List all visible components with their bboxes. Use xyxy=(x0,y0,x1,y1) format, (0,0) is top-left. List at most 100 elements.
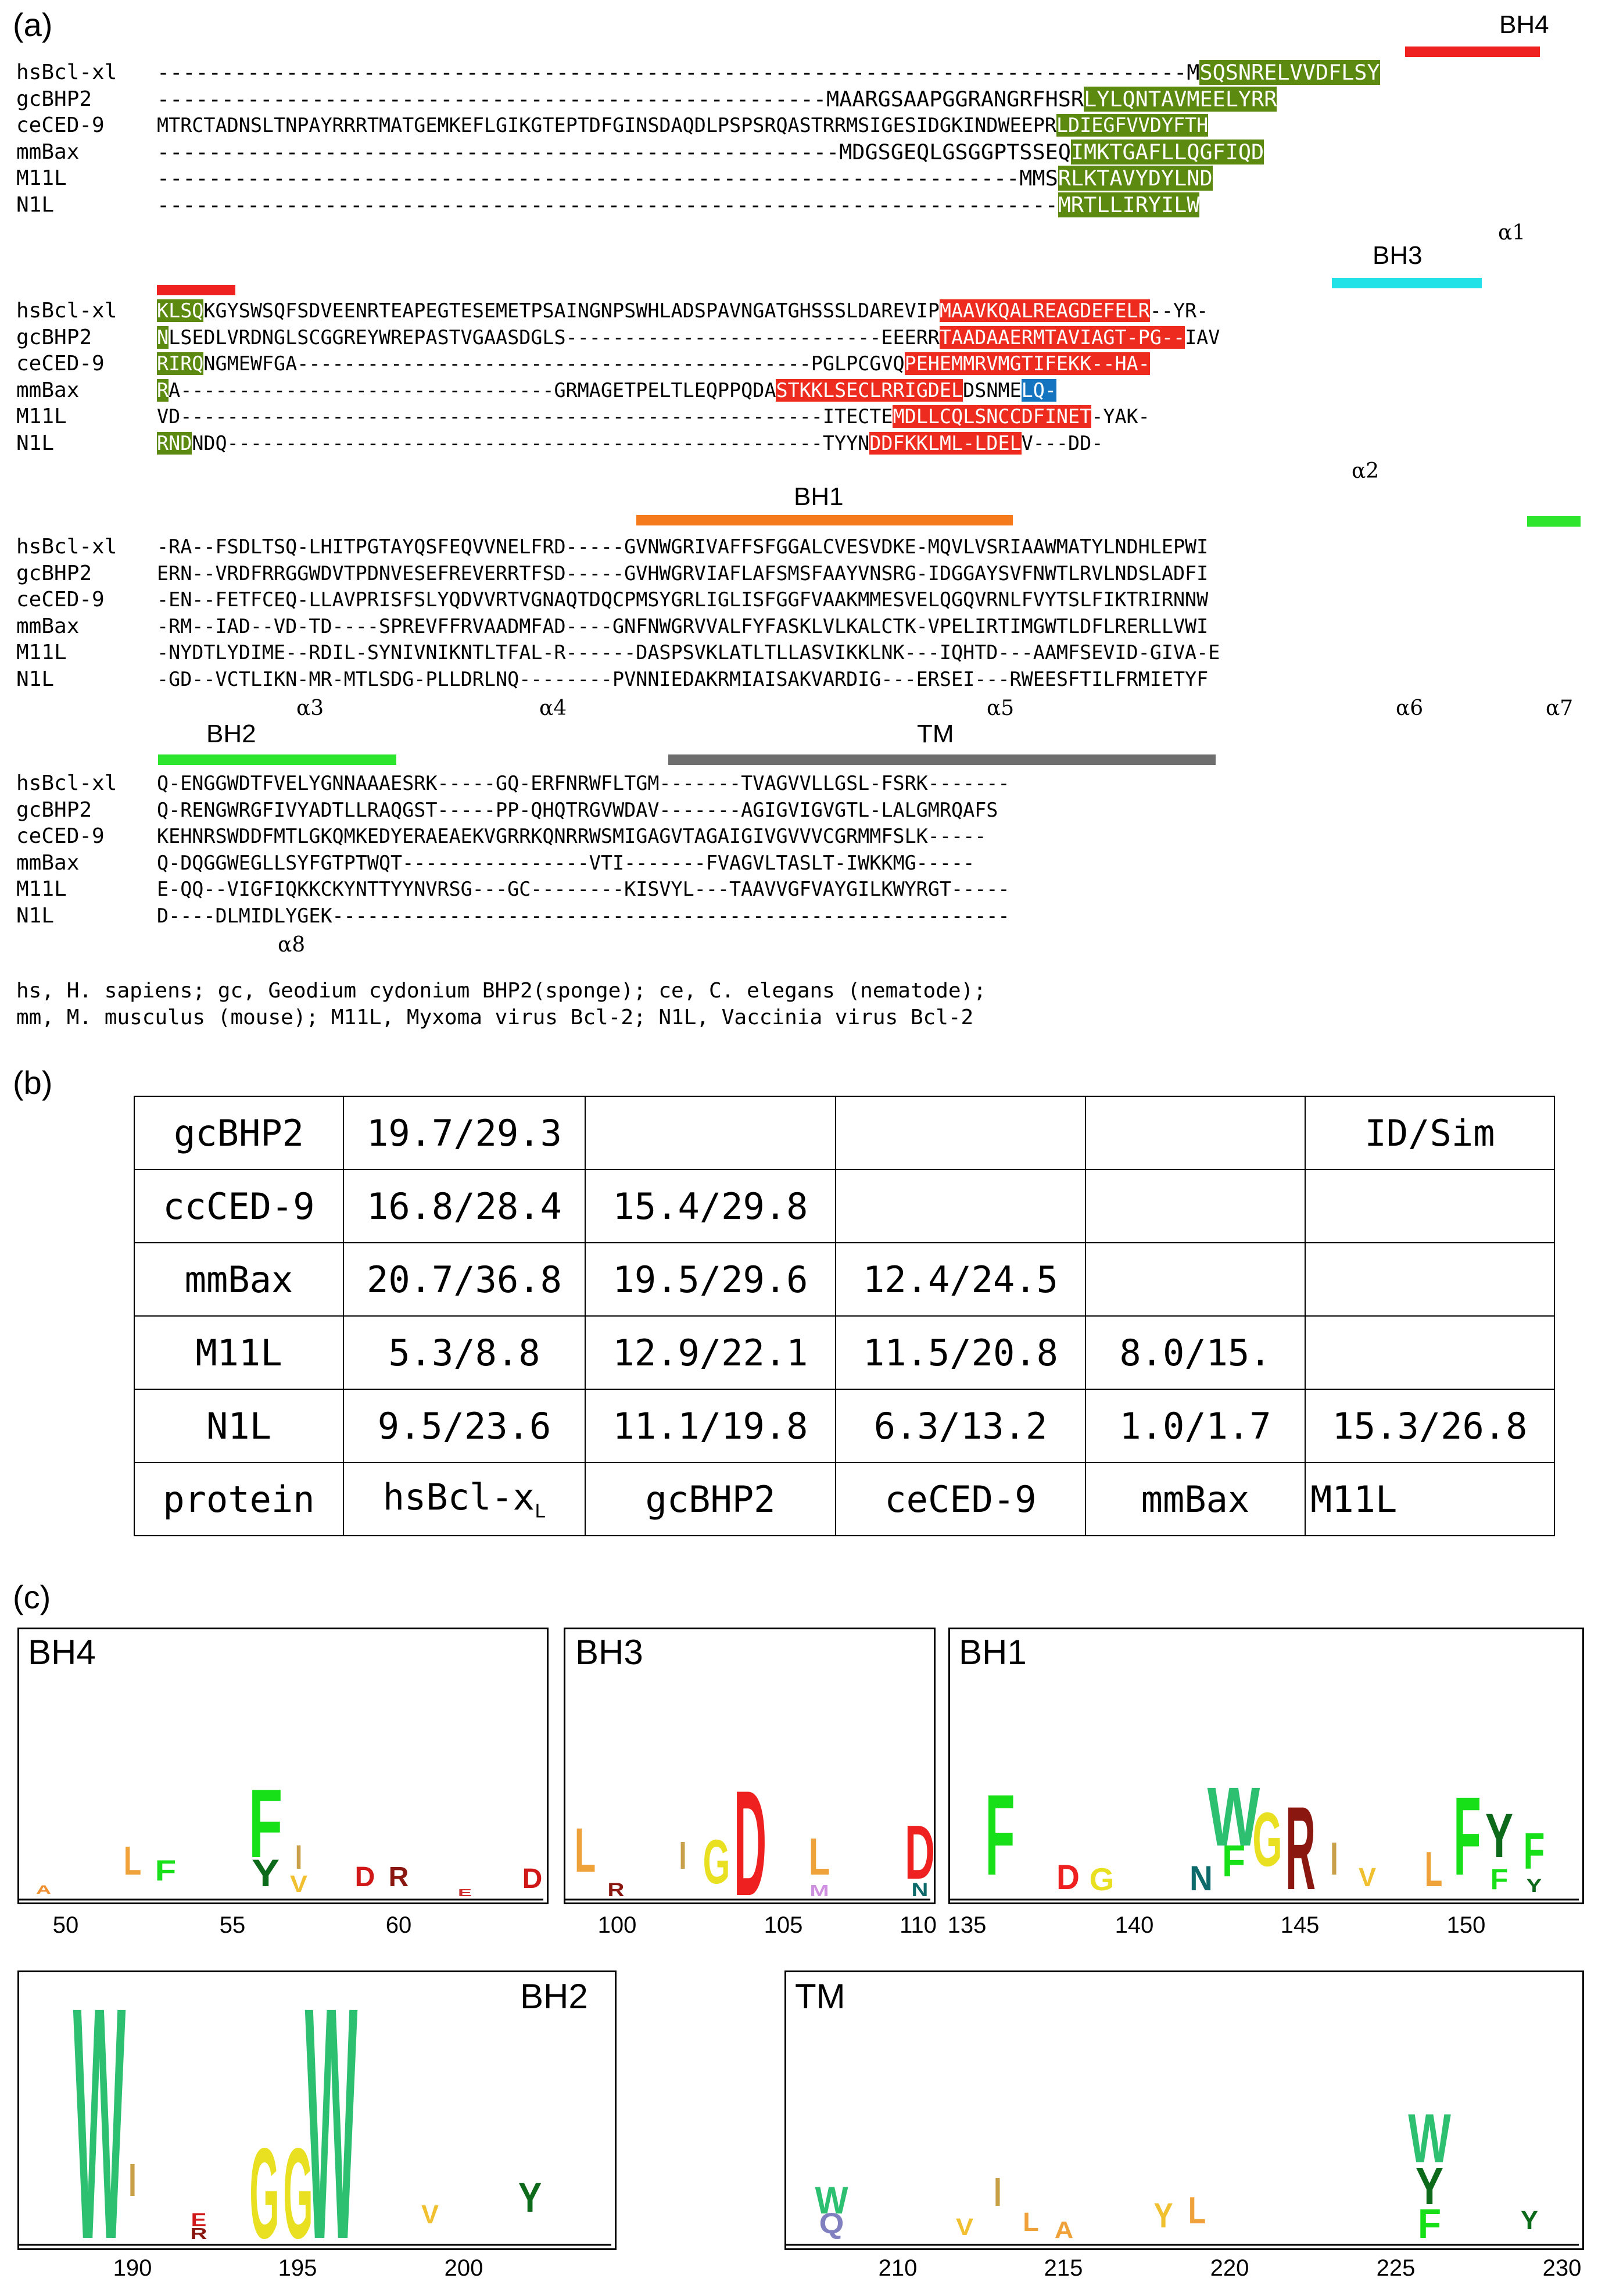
table-cell: 19.7/29.3 xyxy=(343,1096,586,1170)
helix-label-a7: α7 xyxy=(1546,696,1574,720)
table-cell: ceCED-9 xyxy=(835,1462,1086,1536)
helix-label-a1: α1 xyxy=(1498,221,1526,245)
logo-letter: R xyxy=(1285,1783,1316,1915)
logo-letter: G xyxy=(1090,1861,1115,1897)
sequence-text: D----DLMIDLYGEK-------------------------… xyxy=(157,904,1010,927)
sequence-name: N1L xyxy=(16,667,55,691)
logo-letter: F xyxy=(1453,1774,1481,1899)
bh4-helix-segment: RLKTAVYDYLND xyxy=(1058,166,1213,191)
logo-letter: I xyxy=(679,1834,686,1877)
sequence-text: -EN--FETFCEQ-LLAVPRISFSLYQDVVRTVGNAQTDQC… xyxy=(157,588,1209,611)
tick-label: 200 xyxy=(444,2255,483,2281)
sequence-name: hsBcl-xl xyxy=(16,771,117,795)
logo-letter: G xyxy=(249,2121,279,2265)
table-row: M11L 5.3/8.8 12.9/22.1 11.5/20.8 8.0/15. xyxy=(134,1315,1555,1390)
bh3-helix-segment: TAADAAERMTAVIAGT-PG-- xyxy=(939,326,1185,349)
sequence-text: ----------------------------------------… xyxy=(157,86,1084,112)
footnote-line: hs, H. sapiens; gc, Geodium cydonium BHP… xyxy=(16,979,986,1003)
tick-label: 135 xyxy=(947,1912,987,1938)
bh3-label: BH3 xyxy=(1373,241,1423,270)
logo-title-bh2: BH2 xyxy=(520,1977,588,2016)
sequence-text: -YAK- xyxy=(1091,405,1150,428)
tm-label: TM xyxy=(917,720,954,748)
tm-bar xyxy=(668,754,1216,765)
logo-letter: I xyxy=(1330,1833,1338,1885)
bh4-continuation-bar xyxy=(157,285,235,295)
logo-letter: E xyxy=(458,1887,472,1898)
table-cell: 11.5/20.8 xyxy=(835,1315,1086,1390)
sequence-text: -NYDTLYDIME--RDIL-SYNIVNIKNTLTFAL-R-----… xyxy=(157,641,1220,664)
logo-letter: F xyxy=(1490,1863,1509,1896)
bh4-helix-segment: MRTLLIRYILW xyxy=(1058,192,1200,217)
logo-letter: R xyxy=(608,1879,625,1900)
table-cell xyxy=(1305,1169,1555,1243)
sequence-text: KGYSWSQFSDVEENRTEAPEGTESEMETPSAINGNPSWHL… xyxy=(203,299,940,322)
logo-letter: D xyxy=(522,1864,543,1894)
bh4-helix-segment: LYLQNTAVMEELYRR xyxy=(1084,86,1277,112)
tick-label: 145 xyxy=(1280,1912,1320,1938)
logo-letter: N xyxy=(912,1879,929,1900)
logo-letter: A xyxy=(1055,2217,1074,2243)
logo-letter: F xyxy=(1222,1836,1245,1886)
bh1-end-bar xyxy=(1527,516,1581,527)
logo-letter: Y xyxy=(1153,2196,1173,2235)
sequence-name: N1L xyxy=(16,431,55,455)
logo-letter: F xyxy=(155,1854,177,1887)
sequence-text: MTRCTADNSLTNPAYRRRTMATGEMKEFLGIKGTEPTDFG… xyxy=(157,114,1056,137)
sequence-text: IAV xyxy=(1185,326,1220,349)
table-cell: 5.3/8.8 xyxy=(343,1315,586,1390)
bh3-helix-segment: DDFKKLML-LDEL xyxy=(869,431,1022,455)
tick-label: 195 xyxy=(278,2255,317,2281)
logo-letter: Y xyxy=(518,2175,542,2221)
table-cell xyxy=(1085,1242,1306,1317)
sequence-text: -RA--FSDLTSQ-LHITPGTAYQSFEQVVNELFRD-----… xyxy=(157,535,1209,558)
tick-label: 150 xyxy=(1446,1912,1486,1938)
logo-letter: F xyxy=(1418,2201,1441,2247)
logo-title-bh3: BH3 xyxy=(575,1633,643,1672)
bh4-helix-segment: RIRQ xyxy=(157,352,204,375)
logo-letter: G xyxy=(703,1826,730,1897)
tick-label: 50 xyxy=(52,1912,79,1938)
bh1-bar xyxy=(636,515,1013,525)
sequence-text: LSEDLVRDNGLSCGGREYWREPASTVGAASDGLS------… xyxy=(169,326,940,349)
logo-letter: R xyxy=(389,1862,409,1893)
logo-letter: V xyxy=(421,2200,439,2229)
logo-letter: D xyxy=(905,1809,935,1896)
sequence-text: A--------------------------------GRMAGET… xyxy=(169,378,776,402)
logo-letter: Y xyxy=(1521,2205,1538,2235)
table-row: gcBHP2 19.7/29.3 ID/Sim xyxy=(134,1096,1555,1170)
logo-letter: G xyxy=(1252,1797,1282,1883)
table-cell-text: hsBcl-x xyxy=(382,1476,535,1519)
logo-title-tm: TM xyxy=(795,1977,845,2016)
helix-label-a5: α5 xyxy=(987,696,1015,720)
sequence-name: ceCED-9 xyxy=(16,588,105,611)
table-cell: 12.4/24.5 xyxy=(835,1242,1086,1317)
table-cell: 8.0/15. xyxy=(1085,1315,1306,1390)
sequence-text: ----------------------------------------… xyxy=(157,166,1058,191)
sequence-text: NDQ-------------------------------------… xyxy=(192,431,870,455)
table-cell: 6.3/13.2 xyxy=(835,1389,1086,1463)
sequence-name: M11L xyxy=(16,405,67,428)
table-cell xyxy=(1305,1242,1555,1317)
bh4-helix-segment: N xyxy=(157,326,169,349)
bh4-helix-segment: IMKTGAFLLQGFIQD xyxy=(1070,139,1264,164)
logo-letter: Y xyxy=(1485,1801,1513,1871)
sequence-name: M11L xyxy=(16,641,67,664)
sequence-text: NGMEWFGA--------------------------------… xyxy=(203,352,905,375)
bh3-helix-segment: STKKLSECLRRIGDEL xyxy=(776,378,963,402)
helix-label-a6: α6 xyxy=(1396,696,1424,720)
sequence-text: ----------------------------------------… xyxy=(157,139,1071,164)
logo-letter: W xyxy=(815,2180,848,2222)
logo-letter: I xyxy=(994,2169,1002,2215)
helix-label-a2: α2 xyxy=(1352,459,1380,483)
logo-letter: F xyxy=(985,1771,1015,1900)
sequence-name: hsBcl-xl xyxy=(16,535,117,559)
footnote-line: mm, M. musculus (mouse); M11L, Myxoma vi… xyxy=(16,1006,974,1029)
sequence-name: hsBcl-xl xyxy=(16,299,117,323)
table-cell-subscript: L xyxy=(535,1500,546,1522)
helix-label-a4: α4 xyxy=(539,696,567,720)
logo-letter: F xyxy=(249,1769,283,1878)
logo-letter: V xyxy=(1359,1862,1376,1892)
tick-label: 220 xyxy=(1210,2255,1249,2281)
